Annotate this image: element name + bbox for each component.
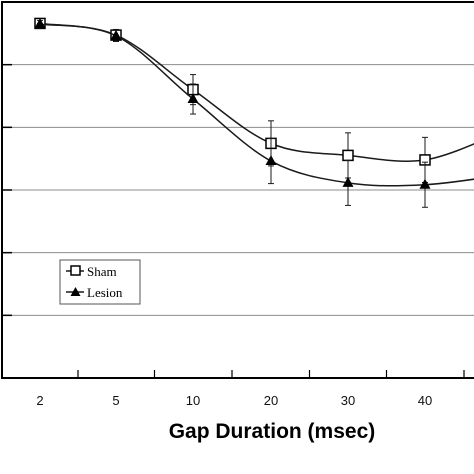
x-axis-title: Gap Duration (msec): [169, 420, 376, 443]
x-tick-label: 40: [418, 393, 432, 408]
x-axis-tick-labels: 2 5 10 20 30 40: [36, 393, 432, 408]
series-group: [34, 17, 474, 208]
x-tick-label: 5: [112, 393, 119, 408]
x-axis-ticks: [77, 370, 465, 378]
legend-lesion-marker: [70, 287, 81, 296]
x-tick-label: 10: [186, 393, 200, 408]
x-tick-label: 20: [264, 393, 278, 408]
data-point: [265, 155, 277, 166]
legend-lesion-label: Lesion: [87, 285, 123, 300]
legend-sham-label: Sham: [87, 264, 117, 279]
legend-sham-marker: [70, 265, 81, 276]
x-tick-label: 30: [341, 393, 355, 408]
data-point: [342, 176, 354, 187]
data-point: [34, 18, 46, 29]
legend: Sham Lesion: [59, 259, 141, 305]
data-point: [342, 149, 354, 162]
data-point: [110, 29, 122, 40]
x-tick-label: 2: [36, 393, 43, 408]
data-point: [419, 178, 431, 189]
data-point: [187, 93, 199, 104]
series-lesion: [34, 18, 474, 208]
grid-lines: [2, 63, 474, 317]
